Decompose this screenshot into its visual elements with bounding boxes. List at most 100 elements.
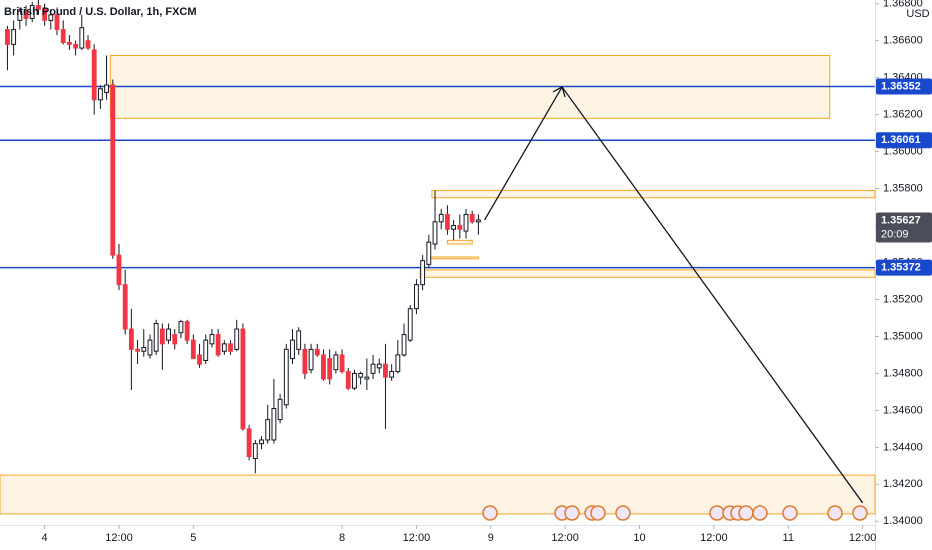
event-icon[interactable] bbox=[827, 505, 843, 521]
arrow-head bbox=[552, 85, 566, 98]
x-tick-label: 12:00 bbox=[849, 532, 877, 544]
candle-body bbox=[463, 213, 469, 232]
candle-body bbox=[383, 363, 388, 378]
candle-body bbox=[407, 308, 413, 341]
x-tick-label: 9 bbox=[488, 532, 494, 544]
candle-body bbox=[79, 27, 85, 49]
candle-body bbox=[246, 428, 252, 458]
x-tick-label: 11 bbox=[783, 532, 794, 544]
event-icon[interactable] bbox=[752, 505, 768, 521]
candle-body bbox=[5, 29, 10, 45]
event-icon[interactable] bbox=[782, 505, 798, 521]
currency: USD bbox=[906, 8, 929, 20]
candle-body bbox=[29, 5, 35, 19]
y-tick-label: 1.34400 bbox=[883, 441, 923, 453]
x-tick-label: 10 bbox=[633, 532, 645, 544]
candle-body bbox=[147, 339, 153, 356]
candle-body bbox=[159, 328, 165, 345]
price-tag-label: 1.35627 bbox=[881, 214, 921, 226]
y-tick-label: 1.34600 bbox=[883, 404, 923, 416]
y-tick-label: 1.35800 bbox=[883, 182, 923, 194]
y-tick-label: 1.36800 bbox=[883, 0, 923, 10]
price-tag bbox=[876, 212, 932, 243]
candle-body bbox=[42, 8, 48, 21]
candle-body bbox=[314, 348, 320, 356]
x-tick-label: 12:00 bbox=[551, 532, 579, 544]
x-tick-label: 12:00 bbox=[700, 532, 728, 544]
price-tag bbox=[876, 132, 932, 149]
event-icon[interactable] bbox=[564, 505, 580, 521]
candle-body bbox=[358, 372, 364, 378]
candle-body bbox=[85, 40, 91, 49]
chart-title: British Pound / U.S. Dollar, 1h, FXCM bbox=[4, 6, 197, 18]
candle-body bbox=[271, 408, 277, 441]
candle-body bbox=[104, 84, 110, 93]
candle-body bbox=[91, 49, 97, 101]
candle-body bbox=[184, 321, 190, 341]
y-tick-label: 1.36000 bbox=[883, 145, 923, 157]
event-icon[interactable] bbox=[590, 505, 606, 521]
y-tick-label: 1.35200 bbox=[883, 293, 923, 305]
candle-body bbox=[209, 334, 215, 345]
candle-body bbox=[414, 284, 419, 310]
candle-body bbox=[110, 84, 116, 256]
x-tick-label: 8 bbox=[339, 532, 345, 544]
zone bbox=[446, 239, 473, 245]
event-icon[interactable] bbox=[852, 505, 868, 521]
y-tick-label: 1.34800 bbox=[883, 367, 923, 379]
candle-body bbox=[73, 43, 79, 49]
candle-body bbox=[339, 354, 345, 373]
candle-body bbox=[190, 339, 196, 360]
candle-body bbox=[321, 354, 326, 380]
candle-body bbox=[234, 328, 240, 350]
price-tag-label: 1.36061 bbox=[881, 134, 921, 146]
zone bbox=[419, 269, 876, 278]
candle-body bbox=[215, 334, 221, 356]
candle-body bbox=[376, 363, 382, 369]
candle-body bbox=[265, 419, 271, 441]
candle-body bbox=[290, 339, 295, 360]
candle-body bbox=[203, 339, 209, 361]
y-tick-label: 1.34200 bbox=[883, 478, 923, 490]
candle-body bbox=[172, 334, 178, 345]
x-tick-label: 12:00 bbox=[105, 532, 133, 544]
event-icon[interactable] bbox=[482, 505, 498, 521]
candle-body bbox=[395, 354, 401, 373]
y-tick-label: 1.36600 bbox=[883, 35, 923, 47]
candle-body bbox=[345, 371, 351, 389]
candle-body bbox=[283, 348, 289, 406]
candle-body bbox=[444, 213, 450, 230]
y-tick-label: 1.34000 bbox=[883, 515, 923, 527]
candle-body bbox=[308, 348, 314, 371]
y-tick-label: 1.35000 bbox=[883, 330, 923, 342]
price-tag bbox=[876, 259, 932, 276]
candle-body bbox=[35, 5, 41, 10]
countdown: 20:09 bbox=[881, 228, 909, 240]
event-icon[interactable] bbox=[615, 505, 631, 521]
candle-body bbox=[296, 330, 302, 350]
x-tick-label: 4 bbox=[42, 532, 48, 544]
event-icons bbox=[482, 505, 868, 521]
candle-body bbox=[457, 225, 463, 230]
candle-body bbox=[240, 328, 246, 430]
candle-body bbox=[97, 88, 103, 101]
candle-body bbox=[128, 328, 134, 350]
plot-area bbox=[0, 0, 876, 515]
candle-body bbox=[66, 42, 72, 45]
candle-body bbox=[364, 376, 370, 380]
candle-body bbox=[197, 354, 202, 365]
candle-body bbox=[302, 348, 308, 374]
event-icon[interactable] bbox=[709, 505, 725, 521]
candle-body bbox=[277, 398, 283, 421]
candle-body bbox=[401, 334, 407, 356]
candle-body bbox=[141, 347, 147, 352]
candle-body bbox=[327, 358, 333, 380]
x-tick-label: 12:00 bbox=[403, 532, 431, 544]
candle-body bbox=[116, 254, 122, 286]
candle-body bbox=[438, 213, 444, 223]
candle-body bbox=[17, 10, 23, 21]
candle-body bbox=[352, 372, 357, 389]
event-icon[interactable] bbox=[738, 505, 754, 521]
y-tick-label: 1.36200 bbox=[883, 109, 923, 121]
